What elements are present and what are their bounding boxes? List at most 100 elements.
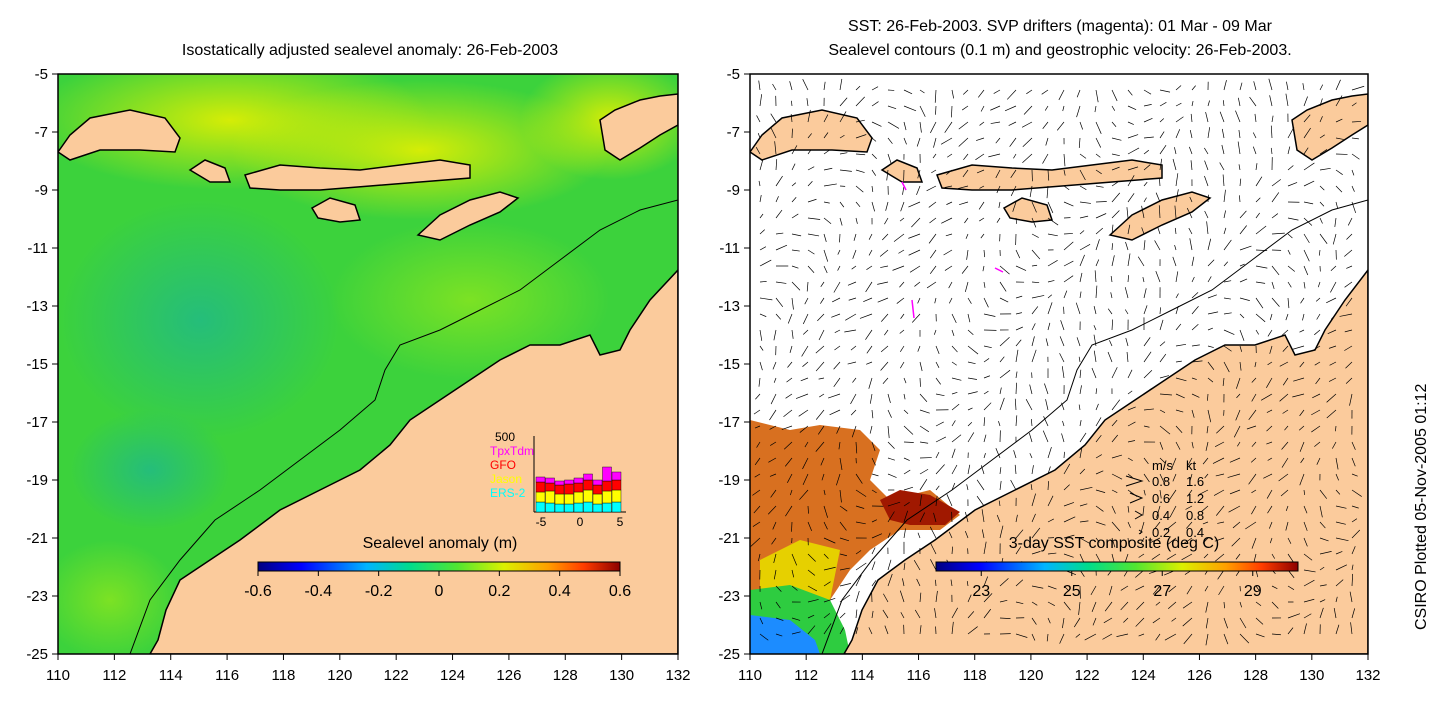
velocity-arrow: [801, 345, 809, 357]
velocity-arrow: [1059, 353, 1065, 363]
velocity-arrow: [1063, 153, 1066, 167]
x-tick-label: 118: [271, 667, 295, 684]
velocity-arrow: [1127, 89, 1133, 96]
velocity-arrow: [1335, 95, 1343, 107]
velocity-legend-arrow: [1129, 492, 1144, 504]
velocity-arrow: [1015, 382, 1017, 395]
velocity-arrow: [948, 297, 953, 304]
velocity-arrow: [1351, 121, 1362, 123]
velocity-arrow: [758, 553, 761, 562]
y-tick-label: -13: [26, 298, 48, 315]
velocity-arrow: [1120, 601, 1129, 611]
velocity-arrow: [881, 313, 889, 322]
velocity-arrow: [1239, 617, 1247, 629]
velocity-arrow: [1076, 89, 1081, 98]
x-tick-label: 132: [665, 667, 690, 684]
velocity-arrow: [1293, 377, 1305, 382]
velocity-arrow: [1152, 585, 1161, 595]
velocity-arrow: [1271, 232, 1285, 235]
y-tick-label: -15: [718, 356, 740, 373]
velocity-arrow: [833, 281, 841, 293]
histogram-legend-tpxtdm: TpxTdm: [490, 444, 534, 458]
velocity-arrow: [1095, 489, 1106, 493]
velocity-arrow: [999, 265, 1010, 275]
histogram-bar: [564, 503, 574, 513]
velocity-arrow: [790, 113, 793, 123]
velocity-arrow: [855, 627, 859, 635]
velocity-arrow: [818, 377, 825, 380]
velocity-arrow: [1223, 261, 1229, 267]
velocity-arrow: [1143, 473, 1150, 483]
velocity-arrow: [1166, 537, 1177, 546]
velocity-arrow: [807, 625, 816, 635]
lime-anomaly: [330, 220, 610, 380]
velocity-arrow: [1189, 238, 1193, 251]
velocity-arrow: [935, 377, 941, 385]
velocity-arrow: [929, 265, 937, 275]
velocity-arrow: [1172, 473, 1177, 482]
velocity-arrow: [1079, 121, 1083, 130]
velocity-arrow: [1015, 295, 1023, 299]
velocity-arrow: [919, 361, 923, 372]
velocity-arrow: [855, 550, 862, 555]
velocity-arrow: [1159, 457, 1166, 464]
velocity-arrow: [1155, 192, 1161, 203]
velocity-arrow: [1263, 473, 1273, 479]
lesser-sunda-islands: [188, 159, 471, 191]
velocity-legend-ms: 0.2: [1152, 525, 1170, 540]
velocity-arrow: [807, 181, 813, 187]
velocity-arrow: [1079, 254, 1085, 267]
velocity-arrow: [916, 578, 921, 587]
velocity-arrow: [935, 579, 937, 587]
velocity-arrow: [967, 407, 973, 411]
velocity-arrow: [1063, 260, 1074, 267]
velocity-arrow: [1279, 361, 1289, 367]
velocity-arrow: [1316, 457, 1321, 465]
velocity-arrow: [791, 265, 799, 269]
velocity-arrow: [1333, 607, 1337, 619]
velocity-arrow: [976, 479, 985, 491]
velocity-legend-kt: 1.6: [1186, 474, 1204, 489]
velocity-arrow: [768, 457, 777, 463]
velocity-arrow: [1335, 564, 1348, 571]
velocity-arrow: [1344, 345, 1353, 351]
velocity-arrow: [1159, 409, 1166, 413]
velocity-arrow: [919, 409, 930, 414]
velocity-arrow: [758, 377, 761, 387]
velocity-arrow: [896, 297, 905, 304]
velocity-arrow: [1239, 82, 1243, 91]
x-tick-label: 112: [794, 667, 818, 684]
velocity-arrow: [1215, 553, 1225, 562]
velocity-arrow: [1207, 259, 1215, 267]
velocity-arrow: [1233, 425, 1241, 438]
velocity-arrow: [839, 217, 843, 226]
velocity-arrow: [919, 468, 929, 475]
velocity-arrow: [774, 141, 777, 155]
velocity-arrow: [1344, 329, 1353, 333]
velocity-arrow: [807, 166, 815, 171]
velocity-arrow: [883, 593, 889, 603]
velocity-arrow: [769, 473, 777, 477]
velocity-arrow: [1326, 393, 1337, 403]
colorbar-label: -0.6: [244, 583, 272, 600]
velocity-arrow: [1300, 297, 1305, 304]
velocity-arrow: [951, 89, 955, 99]
velocity-arrow: [880, 361, 889, 371]
velocity-arrow: [770, 489, 777, 498]
velocity-arrow: [815, 345, 825, 354]
colorbar-label: 0.6: [609, 583, 631, 600]
velocity-arrow: [1299, 441, 1305, 452]
velocity-arrow: [1143, 408, 1154, 411]
velocity-arrow: [1319, 217, 1323, 224]
velocity-arrow: [1127, 505, 1130, 513]
velocity-arrow: [934, 608, 937, 619]
velocity-arrow: [1287, 613, 1301, 619]
histogram-bar: [573, 477, 584, 484]
velocity-arrow: [1212, 457, 1225, 464]
velocity-arrow: [1287, 537, 1292, 544]
velocity-arrow: [903, 89, 913, 95]
velocity-arrow: [899, 281, 905, 288]
velocity-arrow: [1191, 85, 1196, 91]
velocity-arrow: [1335, 579, 1344, 587]
velocity-arrow: [1159, 118, 1165, 123]
